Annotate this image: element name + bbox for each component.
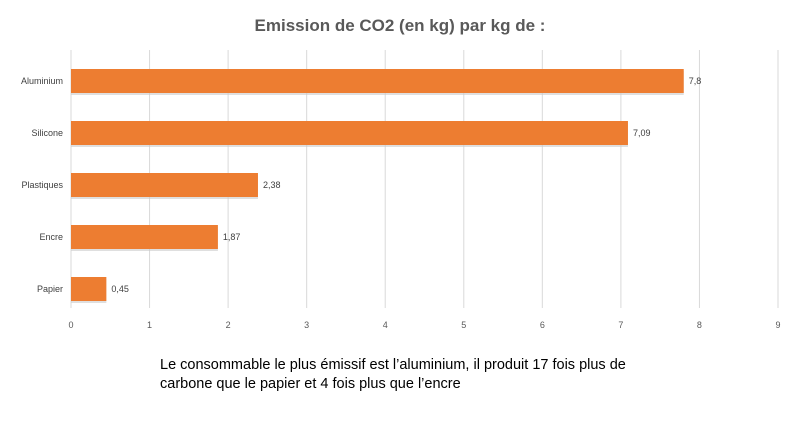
x-tick-label-2: 2 xyxy=(226,320,231,330)
category-label-silicone: Silicone xyxy=(31,128,63,138)
category-label-plastiques: Plastiques xyxy=(21,180,63,190)
x-tick-label-8: 8 xyxy=(697,320,702,330)
x-tick-label-0: 0 xyxy=(68,320,73,330)
category-label-aluminium: Aluminium xyxy=(21,76,63,86)
chart-annotation: Le consommable le plus émissif est l’alu… xyxy=(160,357,626,392)
chart-title: Emission de CO2 (en kg) par kg de : xyxy=(254,16,546,35)
x-tick-label-9: 9 xyxy=(775,320,780,330)
bars xyxy=(71,69,684,303)
data-label-encre: 1,87 xyxy=(223,232,241,242)
labels: 0 1 2 3 4 5 6 7 8 9 Aluminium 7,8 Silicone 7,09 Plasti… xyxy=(21,76,781,330)
data-label-aluminium: 7,8 xyxy=(689,76,702,86)
data-label-silicone: 7,09 xyxy=(633,128,651,138)
x-tick-label-5: 5 xyxy=(461,320,466,330)
bar-encre xyxy=(71,225,218,249)
data-label-papier: 0,45 xyxy=(111,284,129,294)
bar-silicone xyxy=(71,121,628,145)
bar-aluminium xyxy=(71,69,684,93)
x-tick-label-7: 7 xyxy=(618,320,623,330)
bar-papier xyxy=(71,277,107,301)
bar-plastiques xyxy=(71,173,258,197)
bar-chart: 0 1 2 3 4 5 6 7 8 9 Aluminium 7,8 Silicone 7,09 Plasti… xyxy=(21,50,781,330)
x-tick-label-3: 3 xyxy=(304,320,309,330)
x-tick-label-1: 1 xyxy=(147,320,152,330)
x-tick-label-6: 6 xyxy=(540,320,545,330)
category-label-encre: Encre xyxy=(39,232,63,242)
x-tick-label-4: 4 xyxy=(383,320,388,330)
category-label-papier: Papier xyxy=(37,284,63,294)
data-label-plastiques: 2,38 xyxy=(263,180,281,190)
